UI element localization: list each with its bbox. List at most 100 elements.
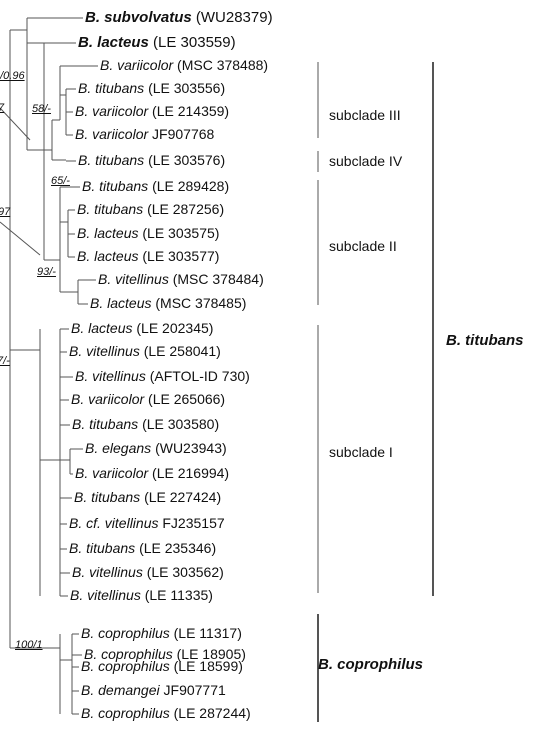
- taxon-label: B. lacteus (LE 303559): [78, 34, 236, 51]
- taxon-voucher: (LE 303580): [142, 416, 220, 432]
- taxon-species: lacteus: [97, 34, 149, 51]
- tree-branch: [0, 221, 41, 256]
- taxon-voucher: (LE 235346): [139, 540, 217, 556]
- taxon-species: titubans: [94, 201, 144, 217]
- taxon-species: variicolor: [117, 57, 174, 73]
- taxon-voucher: FJ235157: [162, 515, 225, 531]
- taxon-genus: B.: [72, 416, 86, 432]
- taxon-label: B. coprophilus (LE 18905): [84, 646, 246, 663]
- taxon-voucher: (WU28379): [195, 9, 273, 26]
- support-value: 7/-: [0, 355, 10, 367]
- taxon-label: B. titubans (LE 235346): [69, 540, 216, 557]
- taxon-genus: B.: [71, 320, 85, 336]
- taxon-label: B. cf. vitellinus FJ235157: [69, 515, 225, 532]
- taxon-genus: B.: [100, 57, 114, 73]
- taxon-species: variicolor: [92, 465, 149, 481]
- subclade-label: subclade II: [329, 238, 397, 254]
- taxon-species: variicolor: [88, 391, 145, 407]
- taxon-label: B. titubans (LE 289428): [82, 178, 229, 195]
- subclade-label: subclade IV: [329, 153, 403, 169]
- taxon-voucher: (LE 287256): [147, 201, 225, 217]
- taxon-voucher: (LE 11335): [144, 587, 213, 603]
- taxon-voucher: JF907768: [152, 126, 215, 142]
- taxon-species: titubans: [95, 152, 145, 168]
- taxon-genus: B.: [75, 103, 89, 119]
- taxon-genus: B.: [82, 178, 96, 194]
- taxon-label: B. variicolor (LE 265066): [71, 391, 225, 408]
- taxon-genus: B.: [78, 152, 92, 168]
- support-value: 93/-: [37, 266, 56, 278]
- taxon-species: titubans: [95, 80, 145, 96]
- taxon-label: B. lacteus (MSC 378485): [90, 295, 246, 312]
- taxon-genus: B.: [84, 646, 98, 662]
- taxon-voucher: (LE 303576): [148, 152, 226, 168]
- taxon-label: B. variicolor (LE 214359): [75, 103, 229, 120]
- taxon-voucher: (LE 258041): [143, 343, 221, 359]
- taxon-species: titubans: [89, 416, 139, 432]
- taxon-species: lacteus: [94, 248, 139, 264]
- taxon-genus: B.: [75, 465, 89, 481]
- taxon-voucher: (LE 18905): [176, 646, 246, 662]
- taxon-label: B. vitellinus (LE 303562): [72, 564, 224, 581]
- support-value: 7: [0, 102, 4, 114]
- taxon-label: B. coprophilus (LE 18599): [81, 658, 243, 675]
- subclade-label: subclade III: [329, 107, 401, 123]
- taxon-voucher: (LE 265066): [148, 391, 226, 407]
- taxon-label: B. lacteus (LE 202345): [71, 320, 213, 337]
- taxon-genus: B.: [78, 34, 93, 51]
- taxon-genus: B.: [69, 343, 83, 359]
- taxon-label: B. titubans (LE 303556): [78, 80, 225, 97]
- taxon-genus: B.: [71, 391, 85, 407]
- clade-label: B. titubans: [446, 332, 524, 349]
- taxon-voucher: (LE 303562): [146, 564, 224, 580]
- taxon-voucher: (LE 227424): [144, 489, 222, 505]
- taxon-voucher: (LE 18599): [173, 658, 243, 674]
- taxon-label: B. vitellinus (MSC 378484): [98, 271, 264, 288]
- taxon-voucher: (WU23943): [155, 440, 227, 456]
- taxon-species: vitellinus: [92, 368, 146, 384]
- taxon-voucher: (LE 214359): [152, 103, 230, 119]
- taxon-voucher: (AFTOL-ID 730): [149, 368, 250, 384]
- taxon-species: elegans: [102, 440, 152, 456]
- taxon-label: B. variicolor (LE 216994): [75, 465, 229, 482]
- taxon-voucher: JF907771: [163, 682, 226, 698]
- taxon-label: B. lacteus (LE 303577): [77, 248, 219, 265]
- taxon-genus: B.: [85, 9, 100, 26]
- taxon-voucher: (LE 303556): [148, 80, 226, 96]
- taxon-species: titubans: [99, 178, 149, 194]
- taxon-label: B. titubans (LE 303576): [78, 152, 225, 169]
- subclade-label: subclade I: [329, 444, 393, 460]
- taxon-species: lacteus: [107, 295, 152, 311]
- taxon-species: cf. vitellinus: [86, 515, 159, 531]
- taxon-label: B. variicolor (MSC 378488): [100, 57, 268, 74]
- taxon-label: B. vitellinus (LE 11335): [70, 587, 213, 604]
- taxon-species: vitellinus: [86, 343, 140, 359]
- taxon-species: coprophilus: [98, 625, 170, 641]
- taxon-voucher: (LE 289428): [152, 178, 230, 194]
- taxon-genus: B.: [75, 368, 89, 384]
- taxon-species: vitellinus: [115, 271, 169, 287]
- taxon-genus: B.: [85, 440, 99, 456]
- taxon-label: B. vitellinus (AFTOL-ID 730): [75, 368, 250, 385]
- taxon-genus: B.: [81, 705, 95, 721]
- taxon-voucher: (LE 303559): [153, 34, 236, 51]
- taxon-label: B. demangei JF907771: [81, 682, 226, 699]
- taxon-species: titubans: [91, 489, 141, 505]
- taxon-label: B. lacteus (LE 303575): [77, 225, 219, 242]
- taxon-species: coprophilus: [98, 705, 170, 721]
- taxon-label: B. titubans (LE 287256): [77, 201, 224, 218]
- taxon-voucher: (MSC 378484): [172, 271, 264, 287]
- taxon-genus: B.: [81, 658, 95, 674]
- taxon-genus: B.: [81, 625, 95, 641]
- taxon-label: B. titubans (LE 303580): [72, 416, 219, 433]
- taxon-species: vitellinus: [87, 587, 141, 603]
- taxon-species: coprophilus: [101, 646, 173, 662]
- taxon-voucher: (MSC 378488): [177, 57, 269, 73]
- support-value: 100/1: [15, 639, 43, 651]
- taxon-label: B. coprophilus (LE 287244): [81, 705, 251, 722]
- taxon-voucher: (LE 287244): [173, 705, 251, 721]
- taxon-label: B. elegans (WU23943): [85, 440, 227, 457]
- taxon-genus: B.: [77, 225, 91, 241]
- taxon-voucher: (LE 303577): [142, 248, 220, 264]
